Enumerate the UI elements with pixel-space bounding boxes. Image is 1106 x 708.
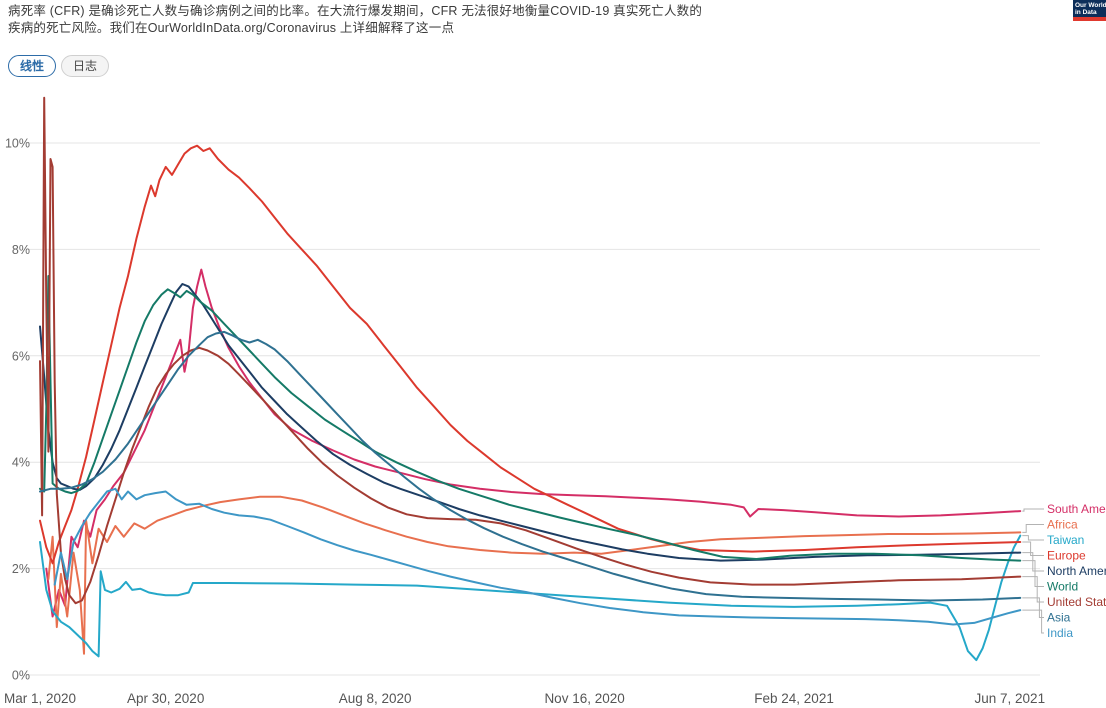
- subtitle-line-1: 病死率 (CFR) 是确诊死亡人数与确诊病例之间的比率。在大流行爆发期间，CFR…: [8, 4, 703, 18]
- series-line-world[interactable]: [39, 275, 1022, 562]
- legend-connector-asia: [1022, 597, 1044, 618]
- owid-logo-text: Our World in Data: [1075, 2, 1106, 16]
- legend-label-south-america[interactable]: South America: [1047, 502, 1106, 516]
- y-axis-tick: 10%: [5, 137, 30, 151]
- x-axis-tick: Aug 8, 2020: [339, 691, 412, 706]
- legend-label-europe[interactable]: Europe: [1047, 549, 1086, 563]
- x-axis-tick: Apr 30, 2020: [127, 691, 204, 706]
- series-line-africa[interactable]: [47, 495, 1022, 655]
- series-line-south-america[interactable]: [45, 268, 1022, 618]
- legend-label-asia[interactable]: Asia: [1047, 611, 1071, 625]
- series-line-taiwan[interactable]: [39, 534, 1022, 662]
- y-axis-tick: 0%: [12, 669, 30, 683]
- legend-connector-south-america: [1022, 508, 1044, 512]
- legend-connector-united-states: [1022, 576, 1044, 603]
- legend-connector-africa: [1022, 524, 1044, 533]
- x-axis-tick: Nov 16, 2020: [544, 691, 624, 706]
- chart-subtitle: 病死率 (CFR) 是确诊死亡人数与确诊病例之间的比率。在大流行爆发期间，CFR…: [8, 3, 1018, 37]
- series-line-europe[interactable]: [39, 144, 1022, 565]
- scale-toggle: 线性 日志: [8, 55, 110, 77]
- y-axis-tick: 2%: [12, 562, 30, 576]
- series-line-north-america[interactable]: [39, 283, 1022, 562]
- legend-label-world[interactable]: World: [1047, 580, 1078, 594]
- legend-connector-world: [1022, 560, 1044, 587]
- y-axis-tick: 6%: [12, 349, 30, 363]
- owid-logo[interactable]: Our World in Data: [1073, 0, 1106, 21]
- owid-logo-stripe: [1073, 17, 1106, 21]
- legend-label-africa[interactable]: Africa: [1047, 518, 1078, 532]
- x-axis-tick: Feb 24, 2021: [754, 691, 834, 706]
- legend-label-india[interactable]: India: [1047, 626, 1073, 640]
- legend-connector-taiwan: [1022, 535, 1044, 541]
- toggle-option-linear[interactable]: 线性: [8, 55, 57, 77]
- legend-label-united-states[interactable]: United States: [1047, 595, 1106, 609]
- toggle-option-log[interactable]: 日志: [61, 55, 110, 77]
- legend-label-taiwan[interactable]: Taiwan: [1047, 533, 1084, 547]
- legend-label-north-america[interactable]: North America: [1047, 564, 1106, 578]
- series-line-india[interactable]: [53, 487, 1022, 626]
- x-axis-tick: Mar 1, 2020: [4, 691, 76, 706]
- series-line-asia[interactable]: [39, 330, 1022, 602]
- x-axis-tick: Jun 7, 2021: [975, 691, 1046, 706]
- series-line-united-states[interactable]: [39, 96, 1022, 605]
- legend-connector-north-america: [1022, 552, 1044, 572]
- y-axis-tick: 8%: [12, 243, 30, 257]
- subtitle-line-2: 疾病的死亡风险。我们在OurWorldInData.org/Coronaviru…: [8, 21, 455, 35]
- y-axis-tick: 4%: [12, 456, 30, 470]
- legend-connector-india: [1022, 609, 1044, 634]
- legend-connector-europe: [1022, 541, 1044, 556]
